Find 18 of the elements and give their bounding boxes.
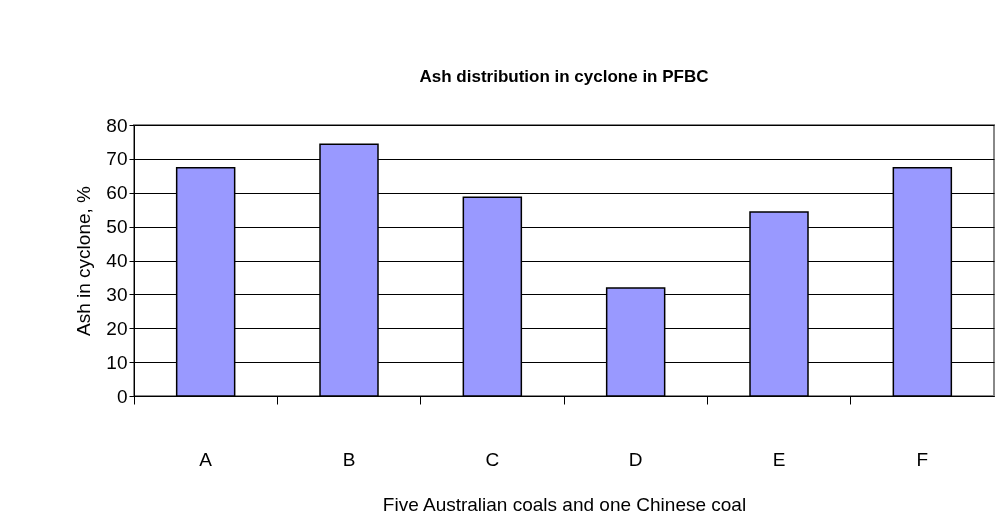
y-tick-label: 40 — [106, 250, 128, 271]
x-tick-label: C — [485, 448, 500, 470]
y-axis-title: Ash in cyclone, % — [73, 185, 95, 336]
y-tick-label: 20 — [106, 317, 128, 339]
x-tick-label: A — [199, 448, 213, 470]
y-tick-label: 70 — [106, 148, 128, 170]
x-tick-label: E — [772, 448, 786, 470]
x-tick-label: B — [342, 448, 356, 470]
x-tick-label: D — [628, 448, 643, 470]
y-tick-label: 30 — [106, 283, 128, 305]
y-tick-label: 60 — [106, 182, 128, 204]
y-tick-label: 50 — [106, 216, 128, 238]
y-tick-label: 80 — [106, 114, 128, 136]
x-tick-label: F — [916, 448, 929, 470]
x-axis-title: Five Australian coals and one Chinese coal — [382, 493, 747, 515]
y-tick-label: 0 — [116, 385, 128, 407]
chart-title: Ash distribution in cyclone in PFBC — [419, 67, 709, 86]
y-tick-label: 10 — [106, 351, 128, 373]
